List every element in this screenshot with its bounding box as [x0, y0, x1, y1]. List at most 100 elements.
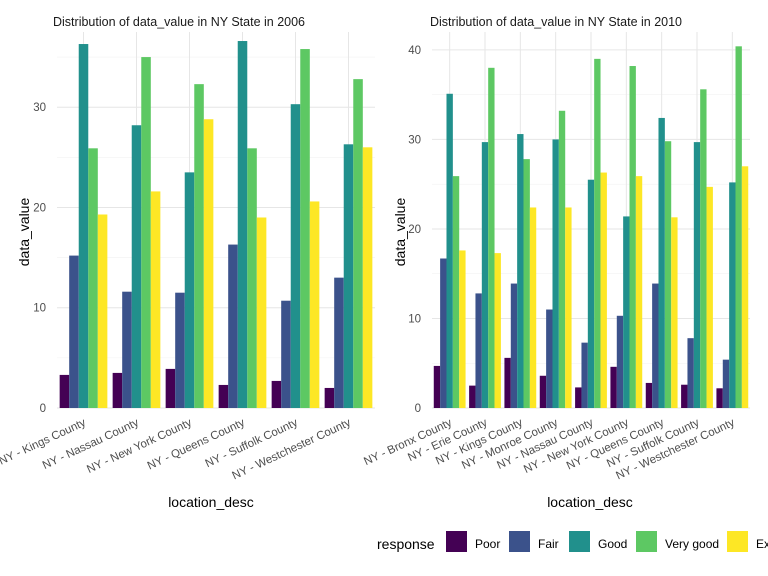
bar [343, 144, 354, 409]
bar [290, 104, 301, 408]
bar [652, 283, 659, 408]
bar [459, 250, 466, 408]
bar [623, 216, 630, 408]
bar [334, 277, 344, 408]
bar [510, 283, 518, 408]
bar [150, 191, 161, 408]
bar [97, 214, 108, 408]
bar [735, 46, 742, 408]
bar [687, 338, 694, 408]
y-tick-label: 10 [33, 303, 46, 315]
y-tick-labels: 0 10 20 30 40 [408, 45, 421, 415]
chart-title: Distribution of data_value in NY State i… [430, 15, 682, 29]
y-tick-label: 0 [40, 403, 46, 415]
bar [141, 57, 151, 408]
bar [324, 387, 335, 408]
y-tick-labels: 0 10 20 30 [33, 102, 46, 415]
y-axis-title: data_value [392, 198, 408, 267]
bar [517, 134, 524, 408]
legend-label: Poor [475, 537, 500, 551]
legend-key [509, 531, 530, 552]
bars [59, 41, 373, 409]
y-tick-label: 20 [408, 224, 421, 236]
bar [693, 142, 701, 409]
bar [716, 388, 723, 408]
x-tick-label: NY - Queens County [146, 417, 247, 473]
bar [558, 110, 566, 408]
bar [565, 207, 572, 408]
bar [309, 201, 320, 408]
bar [504, 357, 511, 408]
bar [184, 172, 195, 408]
bar [729, 182, 736, 408]
bar [594, 58, 601, 409]
bar [122, 291, 132, 408]
bar [247, 148, 257, 408]
bar [481, 142, 489, 409]
bar [681, 384, 688, 408]
legend-key [446, 531, 467, 552]
bar [629, 66, 636, 409]
bar [581, 342, 588, 408]
bar [69, 255, 79, 408]
bar [488, 67, 495, 408]
bar [78, 44, 89, 408]
bar [610, 366, 617, 408]
bar [616, 315, 624, 408]
bar [741, 166, 749, 408]
legend-label: Very good [665, 537, 719, 551]
bar [433, 365, 441, 408]
legend-label: Excellent [756, 537, 768, 551]
bar [700, 89, 707, 409]
chart-panel-2010: Distribution of data_value in NY State i… [362, 15, 750, 510]
y-tick-label: 30 [408, 134, 421, 146]
y-tick-label: 20 [33, 202, 46, 214]
x-axis-title: location_desc [168, 494, 254, 510]
bar [664, 141, 672, 408]
bar [175, 292, 185, 408]
y-tick-label: 0 [415, 403, 421, 415]
bar [722, 359, 730, 408]
bar [237, 41, 248, 409]
bar [256, 217, 267, 408]
bar [475, 293, 482, 408]
y-tick-label: 40 [408, 45, 421, 57]
bar [600, 172, 607, 408]
bar [469, 385, 476, 408]
bar [440, 258, 447, 408]
bar [658, 117, 665, 408]
legend: response Poor Fair Good Very good Excellent [377, 531, 768, 552]
legend-key [727, 531, 748, 552]
x-axis-title: location_desc [547, 494, 633, 510]
y-tick-label: 30 [33, 102, 46, 114]
bar [635, 176, 643, 408]
bar [671, 217, 678, 408]
bars [433, 46, 749, 409]
bar [59, 374, 70, 408]
bar [575, 387, 582, 408]
bar [529, 207, 537, 408]
bar [546, 309, 553, 408]
legend-title: response [377, 536, 435, 552]
bar [452, 176, 460, 408]
y-tick-label: 10 [408, 313, 421, 325]
bar [446, 93, 453, 409]
bar [645, 382, 653, 408]
bar [218, 384, 229, 408]
chart-panel-2006: Distribution of data_value in NY State i… [0, 15, 375, 510]
bar [271, 380, 282, 408]
bar [131, 125, 142, 408]
bar [523, 159, 530, 408]
bar [228, 244, 238, 408]
bar [587, 179, 595, 408]
chart-title: Distribution of data_value in NY State i… [53, 15, 305, 29]
legend-key [569, 531, 590, 552]
bar [353, 79, 363, 408]
bar [281, 300, 291, 408]
legend-key [636, 531, 657, 552]
bar [539, 375, 547, 408]
bar [194, 84, 204, 408]
